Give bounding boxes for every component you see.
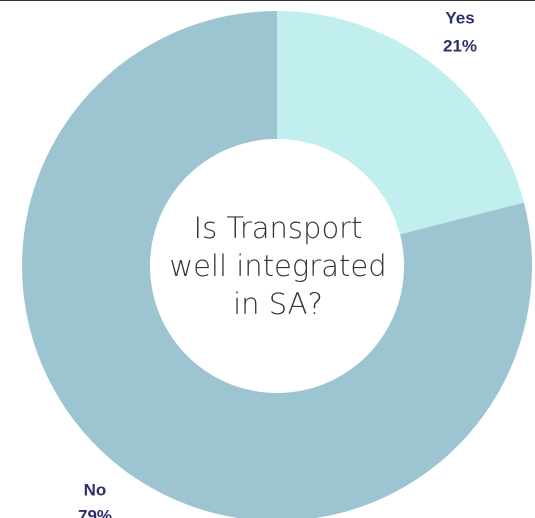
slice-value-label: 21% — [443, 36, 477, 55]
slice-category-label: No — [84, 480, 107, 499]
donut-slice — [22, 11, 532, 518]
donut-slice — [277, 11, 524, 235]
slice-category-label: Yes — [445, 8, 474, 27]
slice-value-label: 79% — [78, 506, 112, 518]
chart-title: Is Transport well integrated in SA? — [169, 211, 387, 321]
